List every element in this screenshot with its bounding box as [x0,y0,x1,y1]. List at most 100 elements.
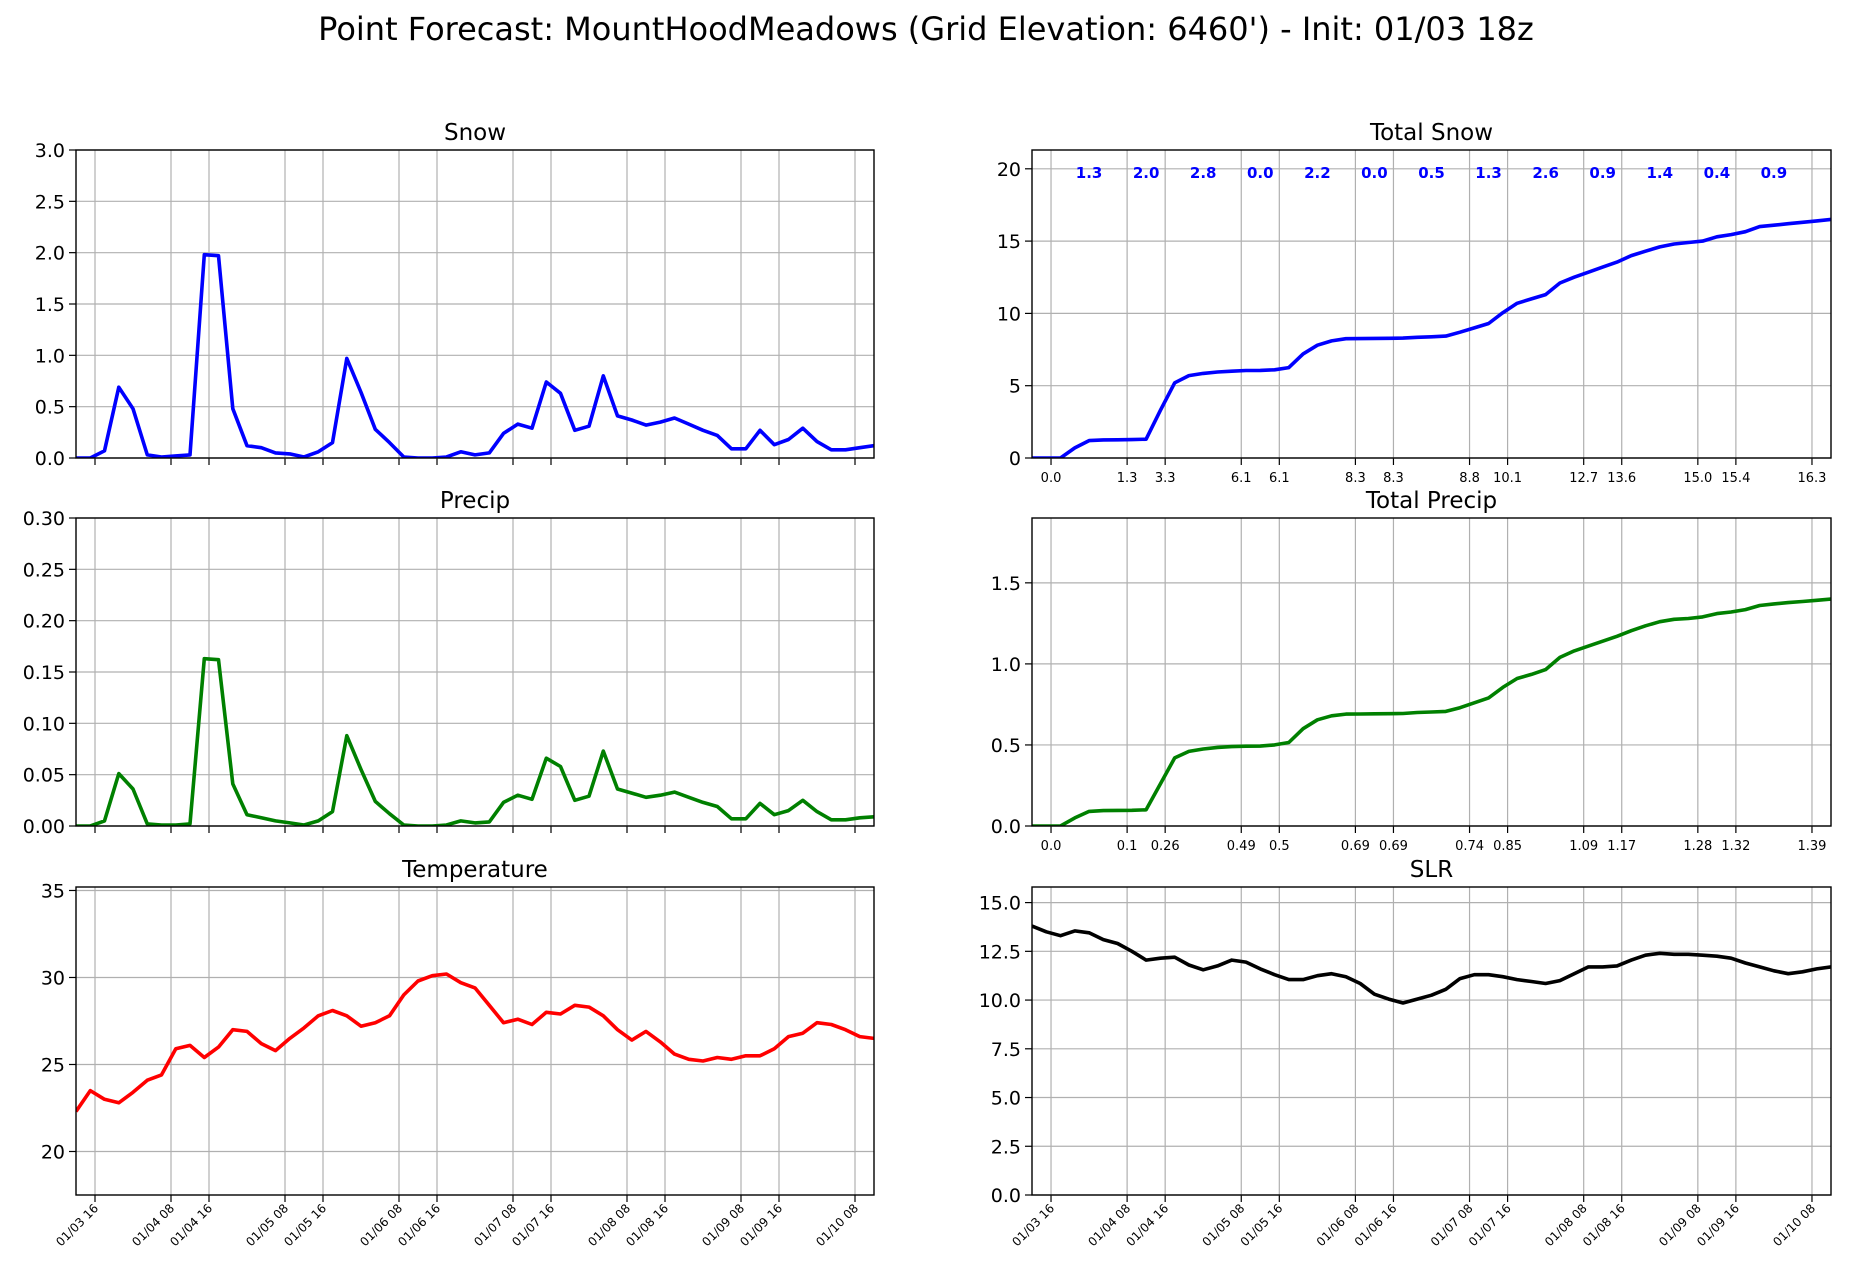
snow-panel: Snow 0.0 0.5 1.0 1.5 2.0 2.5 3.0 [35,120,875,470]
snow-ytick-label: 1.5 [35,294,65,316]
total_snow-period-total: 2.0 [1133,164,1160,182]
total_snow-ytick-label: 15 [997,231,1021,253]
slr-ytick-label: 10.0 [979,990,1021,1012]
total_snow-plot-frame [1031,149,1832,459]
total_snow-cumulative-label: 8.3 [1345,471,1366,486]
total_precip-ytick-label: 0.0 [991,816,1021,838]
total_precip-title: Total Precip [1365,488,1497,514]
total_snow-cumulative-label: 10.1 [1493,471,1522,486]
total_precip-cumulative-label: 0.26 [1151,839,1180,854]
snow-series-line [76,252,874,458]
total_snow-period-total: 2.6 [1532,164,1559,182]
precip-ytick-label: 0.25 [23,559,65,581]
temperature-series-line [76,972,874,1113]
total_precip-cumulative-label: 1.39 [1797,839,1826,854]
total_precip-cumulative-label: 0.85 [1493,839,1522,854]
snow-ytick-label: 3.0 [35,140,65,162]
total_snow-cumulative-label: 8.3 [1383,471,1404,486]
temperature-ytick-label: 30 [41,967,65,989]
slr-ytick-label: 5.0 [991,1088,1021,1110]
total_precip-cumulative-label: 0.74 [1455,839,1484,854]
temperature-title: Temperature [401,857,548,883]
slr-ytick-label: 0.0 [991,1185,1021,1207]
total_precip-ytick-label: 0.5 [991,735,1021,757]
precip-panel: Precip 0.00 0.05 0.10 0.15 0.20 0.25 0.30 [23,488,875,838]
slr-plot-frame [1031,886,1832,1196]
slr-ytick-label: 15.0 [979,893,1021,915]
total_precip-cumulative-label: 0.0 [1041,839,1062,854]
total_snow-ytick-label: 5 [1009,376,1021,398]
total_snow-cumulative-label: 1.3 [1117,471,1138,486]
total_precip-cumulative-label: 0.69 [1379,839,1408,854]
precip-ytick-label: 0.15 [23,662,65,684]
total_precip-ytick-label: 1.0 [991,654,1021,676]
total_snow-panel: Total Snow 0 5 10 15 20 0.0 1.3 3.3 6.1 6.1 8.3 8.3 8… [997,120,1832,486]
precip-series-line [76,656,874,826]
snow-ytick-label: 2.0 [35,243,65,265]
slr-series-line [1032,924,1831,1005]
total_snow-cumulative-label: 13.6 [1607,471,1636,486]
total_snow-ytick-label: 10 [997,303,1021,325]
temperature-plot-frame [75,886,875,1196]
precip-ytick-label: 0.00 [23,816,65,838]
total_snow-ytick-label: 20 [997,159,1021,181]
total_precip-cumulative-label: 1.17 [1607,839,1636,854]
total_snow-title: Total Snow [1369,120,1493,146]
total_precip-cumulative-label: 0.69 [1341,839,1370,854]
total_snow-period-total: 0.4 [1704,164,1731,182]
precip-plot-frame [75,517,875,827]
total_snow-period-total: 1.3 [1076,164,1103,182]
total_snow-ytick-label: 0 [1009,448,1021,470]
total_snow-period-total: 0.5 [1418,164,1445,182]
total_snow-cumulative-label: 15.4 [1721,471,1750,486]
snow-ytick-label: 0.0 [35,448,65,470]
total_snow-cumulative-label: 15.0 [1683,471,1712,486]
total_precip-cumulative-label: 1.28 [1683,839,1712,854]
total_snow-period-total: 0.9 [1589,164,1616,182]
total_snow-period-total: 0.0 [1361,164,1388,182]
slr-ytick-label: 12.5 [979,941,1021,963]
precip-title: Precip [440,488,510,514]
temperature-ytick-label: 35 [41,880,65,902]
temperature-ytick-label: 20 [41,1141,65,1163]
total_snow-period-total: 2.2 [1304,164,1331,182]
total_snow-cumulative-label: 0.0 [1041,471,1062,486]
slr-ytick-label: 2.5 [991,1136,1021,1158]
total_precip-cumulative-label: 1.32 [1721,839,1750,854]
total_precip-cumulative-label: 0.49 [1227,839,1256,854]
snow-ytick-label: 1.0 [35,345,65,367]
temperature-ytick-label: 25 [41,1054,65,1076]
figure-title: Point Forecast: MountHoodMeadows (Grid E… [318,10,1534,48]
total_precip-cumulative-label: 0.1 [1117,839,1138,854]
precip-ytick-label: 0.20 [23,611,65,633]
precip-ytick-label: 0.30 [23,508,65,530]
total_snow-period-total: 1.4 [1646,164,1673,182]
snow-ytick-label: 2.5 [35,191,65,213]
total_snow-cumulative-label: 6.1 [1231,471,1252,486]
precip-ytick-label: 0.05 [23,765,65,787]
snow-title: Snow [444,120,506,146]
slr-title: SLR [1410,857,1453,883]
total_precip-cumulative-label: 0.5 [1269,839,1290,854]
precip-ytick-label: 0.10 [23,713,65,735]
total_precip-series-line [1032,597,1831,826]
snow-ytick-label: 0.5 [35,397,65,419]
total_snow-period-total: 0.9 [1761,164,1788,182]
total_precip-cumulative-label: 1.09 [1569,839,1598,854]
total_snow-cumulative-label: 8.8 [1459,471,1480,486]
total_precip-ytick-label: 1.5 [991,573,1021,595]
total_precip-panel: Total Precip 0.0 0.5 1.0 1.5 0.0 0.1 0.26 0.49 0.… [991,488,1832,854]
total_snow-cumulative-label: 16.3 [1797,471,1826,486]
total_precip-plot-frame [1031,517,1832,827]
snow-plot-frame [75,149,875,459]
total_snow-period-total: 1.3 [1475,164,1502,182]
total_snow-cumulative-label: 6.1 [1269,471,1290,486]
slr-ytick-label: 7.5 [991,1039,1021,1061]
total_snow-series-line [1032,217,1831,458]
total_snow-period-total: 2.8 [1190,164,1217,182]
total_snow-cumulative-label: 3.3 [1155,471,1176,486]
total_snow-period-total: 0.0 [1247,164,1274,182]
total_snow-cumulative-label: 12.7 [1569,471,1598,486]
